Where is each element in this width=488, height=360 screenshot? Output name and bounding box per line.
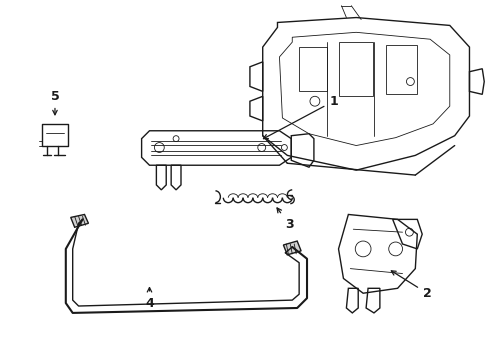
Text: 2: 2: [390, 271, 430, 300]
Text: 4: 4: [145, 288, 154, 310]
Text: 3: 3: [277, 208, 293, 231]
Bar: [42, 124, 68, 145]
Polygon shape: [283, 241, 301, 255]
Polygon shape: [71, 215, 88, 227]
Text: 5: 5: [50, 90, 59, 115]
Text: 1: 1: [263, 95, 337, 139]
